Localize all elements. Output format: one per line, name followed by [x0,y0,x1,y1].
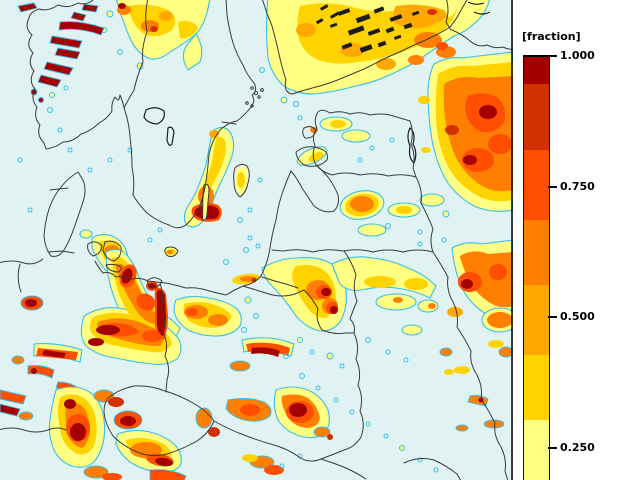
germany-band-blobs [80,248,182,365]
tick-label: 0.250 [560,440,595,454]
south-germany-czech-blobs [0,337,333,480]
colorbar [523,56,550,480]
estonia-blobs [296,115,375,166]
tick-dash [548,186,557,188]
bornholm-blob [164,247,178,257]
colorbar-segment-light-yellow [524,420,549,480]
tick-dash [548,316,557,318]
norway-fjord-blobs [17,2,105,103]
map-area [0,0,513,480]
colorbar-segment-dark-red [524,56,549,84]
russia-northeast-blobs [418,51,513,212]
colorbar-segment-amber [524,285,549,355]
finland-blobs [259,0,491,107]
tick-dash [523,55,557,57]
pomerania-blobs [173,295,259,337]
tick-label: 1.000 [560,48,595,62]
scattered-contour-dots [17,107,447,473]
pskov-latgale-blobs [447,239,513,333]
tick-dash [548,447,557,449]
coastlines-and-borders [0,0,513,480]
tick-label: 0.750 [560,179,595,193]
tick-label: 0.500 [560,309,595,323]
lithuania-kaliningrad-blobs [232,256,439,336]
colorbar-segment-orange [524,220,549,285]
legend: [fraction] 1.000 0.750 0.500 0.250 [513,0,640,480]
colorbar-segment-gold [524,355,549,420]
legend-title: [fraction] [522,30,581,43]
latvia-blobs [339,190,450,237]
colorbar-segment-vermilion [524,150,549,220]
colorbar-segment-red [524,84,549,150]
sweden-coast-blobs [183,126,248,228]
map-svg [0,0,513,480]
